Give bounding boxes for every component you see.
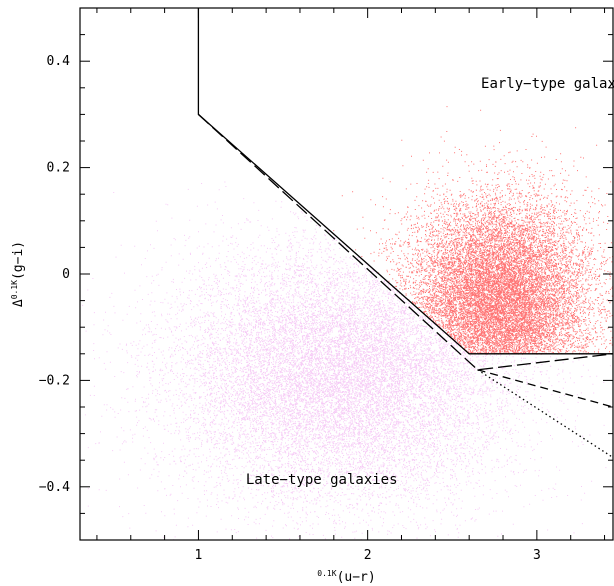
- boundary-line-dash: [477, 369, 613, 408]
- late-type-series: [82, 181, 611, 540]
- y-tick-label: −0.4: [39, 480, 70, 495]
- boundary-lines: [197, 8, 613, 459]
- y-axis-title: Δ0.1K(g−i): [10, 241, 26, 307]
- late-type-label: Late−type galaxies: [246, 472, 398, 488]
- y-tick-label: −0.2: [39, 373, 70, 388]
- boundary-line-solid: [197, 8, 613, 355]
- early-type-points: [333, 106, 613, 355]
- x-axis-title-superscript: 0.1K: [317, 569, 336, 578]
- x-axis-title: 0.1K(u−r): [317, 569, 375, 585]
- boundary-line-long-dash: [197, 113, 613, 371]
- late-type-points: [82, 181, 611, 540]
- y-tick-label: 0: [62, 267, 70, 282]
- y-axis-title-main: (g−i): [11, 241, 26, 280]
- y-axis-title-superscript: 0.1K: [10, 280, 19, 299]
- axis-ticks: 1 2 3 0.4 0.2 0 −0.2 −0.4: [39, 7, 613, 563]
- x-tick-label: 3: [533, 548, 541, 563]
- x-axis-title-main: (u−r): [337, 570, 376, 585]
- early-type-label: Early−type galaxies: [481, 76, 614, 92]
- y-tick-label: 0.4: [47, 54, 71, 69]
- early-type-series: [333, 106, 613, 355]
- x-tick-label: 2: [364, 548, 372, 563]
- x-tick-label: 1: [195, 548, 203, 563]
- y-axis-title-prefix: Δ: [11, 299, 26, 307]
- data-points: [82, 106, 613, 540]
- boundary-line-dot: [477, 369, 613, 459]
- y-tick-label: 0.2: [47, 161, 70, 176]
